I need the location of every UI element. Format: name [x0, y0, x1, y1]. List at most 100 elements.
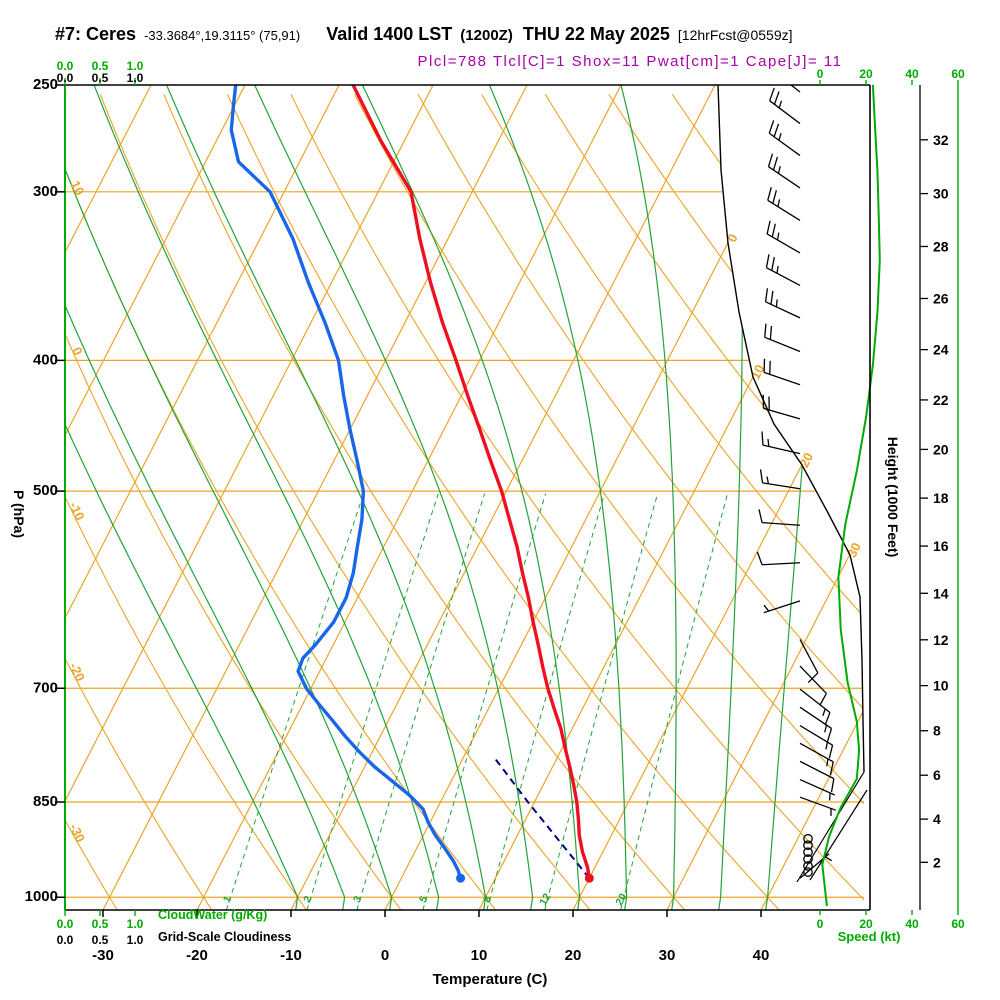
temp-tick-label: -10 [280, 947, 302, 964]
parcel-path [493, 757, 591, 879]
dewpoint-curve [229, 85, 463, 880]
cloudwater-tick-label: 0.0 [57, 59, 74, 73]
valid-zulu: (1200Z) [460, 27, 513, 44]
speed-tick-label: 40 [905, 917, 919, 931]
speed-tick-label: 60 [951, 67, 965, 81]
calm-circle [803, 867, 813, 877]
temp-tick-label: 0 [381, 947, 389, 964]
valid-time: Valid 1400 LST [326, 24, 453, 44]
mixing-ratio-label: 3 [351, 894, 364, 905]
temp-tick-label: -20 [186, 947, 208, 964]
pressure-tick-label: 400 [33, 351, 58, 368]
isobar-lines [65, 191, 864, 898]
pressure-tick-label: 500 [33, 482, 58, 499]
cloudwater-tick-label: 0.5 [92, 59, 109, 73]
mixing-ratio-label: 12 [537, 891, 553, 907]
calm-circle [803, 847, 813, 858]
valid-date: THU 22 May 2025 [522, 24, 670, 44]
mixing-ratio-label: 1 [221, 894, 234, 905]
profiles [229, 85, 594, 883]
calm-circle [803, 840, 813, 851]
height-tick-label: 30 [933, 186, 949, 202]
dry-adiabat-label: -10 [66, 499, 88, 522]
temp-tick-label: -30 [92, 947, 114, 964]
forecast-info: [12hrFcst@0559z] [677, 27, 793, 43]
cloudwater-tick-label: 0.5 [92, 917, 109, 931]
dry-adiabat-label: 0 [69, 345, 86, 358]
boundary-curve [717, 84, 865, 773]
dry-adiabat-label: 10 [68, 178, 88, 197]
cloudiness-tick-label: 1.0 [127, 71, 144, 85]
calm-circle [803, 854, 813, 864]
pressure-tick-label: 1000 [25, 888, 58, 905]
height-tick-label: 16 [933, 538, 949, 554]
height-tick-label: 22 [933, 392, 949, 408]
mixing-ratio-label: 8 [481, 894, 494, 905]
speed-axis-label: Speed (kt) [837, 929, 901, 944]
station-coords: -33.3684°,19.3115° (75,91) [144, 28, 301, 43]
mixing-ratio-lines [225, 493, 729, 910]
dry-adiabat-label: -30 [67, 821, 89, 844]
height-tick-label: 32 [933, 132, 949, 148]
surface-dewpoint-dot [456, 873, 466, 883]
height-axis-label: Height (1000 Feet) [885, 436, 901, 558]
speed-tick-label: 20 [859, 67, 873, 81]
speed-tick-label: 0 [817, 917, 824, 931]
temp-tick-label: 40 [753, 947, 770, 964]
pressure-tick-label: 700 [33, 679, 58, 696]
mixing-ratio-label: 5 [417, 894, 430, 905]
cloudiness-tick-label: 0.5 [92, 933, 109, 947]
cloudwater-tick-label: 1.0 [127, 917, 144, 931]
speed-tick-label: 40 [905, 67, 919, 81]
height-tick-label: 10 [933, 678, 949, 694]
speed-tick-label: 0 [817, 67, 824, 81]
height-tick-label: 28 [933, 238, 949, 254]
isotherm-label: 30 [844, 540, 864, 560]
speed-tick-label: 60 [951, 917, 965, 931]
cloudwater-label: CloudWater (g/Kg) [158, 908, 268, 922]
pressure-tick-label: 300 [33, 183, 58, 200]
pressure-axis-label: P (hPa) [11, 490, 27, 538]
height-tick-label: 14 [933, 585, 949, 601]
cloudiness-tick-label: 0.0 [57, 71, 74, 85]
height-tick-label: 12 [933, 632, 949, 648]
speed-curve [821, 84, 881, 907]
height-tick-label: 18 [933, 490, 949, 506]
temp-tick-label: 10 [471, 947, 488, 964]
height-tick-label: 4 [933, 811, 941, 827]
height-tick-label: 24 [933, 342, 949, 358]
isotherm-lines [65, 85, 864, 910]
wind-speed-profile [821, 84, 881, 907]
station-title: #7: Ceres [55, 24, 137, 44]
temperature-curve [351, 85, 591, 880]
surface-temperature-dot [584, 873, 594, 883]
surface-wind-line [796, 771, 865, 883]
calm-circle [803, 861, 813, 871]
temp-tick-label: 30 [659, 947, 676, 964]
pressure-tick-label: 250 [33, 76, 58, 93]
height-tick-label: 2 [933, 854, 941, 870]
speed-tick-label: 20 [859, 917, 873, 931]
wind-barbs [756, 85, 836, 879]
cloudiness-label: Grid-Scale Cloudiness [158, 930, 292, 944]
cloudiness-tick-label: 0.5 [92, 71, 109, 85]
title-bar: #7: Ceres -33.3684°,19.3115° (75,91) Val… [55, 24, 793, 45]
height-tick-label: 8 [933, 723, 941, 739]
cloudwater-tick-label: 0.0 [57, 917, 74, 931]
height-tick-label: 6 [933, 767, 941, 783]
temp-tick-label: 20 [565, 947, 582, 964]
cloudiness-tick-label: 1.0 [127, 933, 144, 947]
cloudiness-tick-label: 0.0 [57, 933, 74, 947]
calm-circle [803, 833, 813, 844]
surface-wind-line [809, 789, 868, 881]
mixing-ratio-label: 20 [613, 891, 629, 907]
stability-indices: Plcl=788 Tlcl[C]=1 Shox=11 Pwat[cm]=1 Ca… [417, 53, 843, 70]
cloudwater-tick-label: 1.0 [127, 59, 144, 73]
skewt-grid [65, 85, 864, 910]
dry-adiabat-label: -20 [66, 660, 88, 683]
height-tick-label: 26 [933, 290, 949, 306]
